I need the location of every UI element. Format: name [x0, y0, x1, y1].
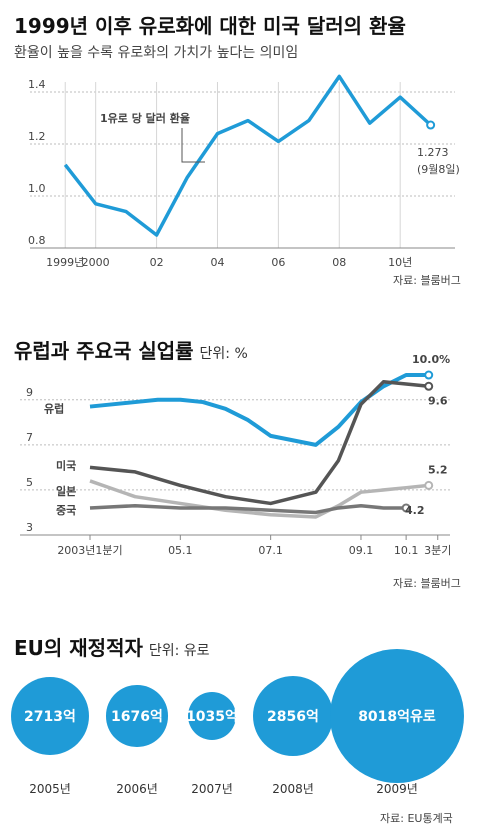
unemployment-end-label-0: 10.0%	[412, 353, 450, 366]
deficit-year-label-0: 2005년	[29, 782, 71, 796]
exchange-rate-end-point	[426, 120, 436, 130]
chart1-x-tick: 08	[332, 256, 346, 269]
chart1-title: 1999년 이후 유로화에 대한 미국 달러의 환율	[14, 14, 406, 38]
unemployment-end-point-3	[401, 503, 411, 513]
deficit-bubble-0: 2713억	[11, 677, 89, 755]
unemployment-end-point-2	[424, 480, 434, 490]
chart1-x-tick: 06	[271, 256, 285, 269]
deficit-bubble-2: 1035억	[186, 691, 238, 741]
unemployment-series-label-3: 중국	[56, 504, 76, 517]
chart1-source: 자료: 블룸버그	[393, 274, 461, 287]
deficit-bubble-1: 1676억	[106, 685, 168, 747]
chart1-subtitle: 환율이 높을 수록 유로화의 가치가 높다는 의미임	[14, 45, 299, 61]
chart1-y-tick: 0.8	[28, 234, 46, 247]
chart2-x-tick: 2003년1분기	[57, 544, 122, 557]
exchange-rate-series-label: 1유로 당 달러 환율	[100, 111, 190, 125]
chart2-y-tick: 7	[26, 431, 33, 444]
deficit-year-label-3: 2008년	[272, 782, 314, 796]
unemployment-end-label-3: 4.2	[405, 504, 425, 517]
chart1-y-tick: 1.0	[28, 182, 46, 195]
unemployment-end-label-1: 9.6	[428, 394, 448, 407]
chart2-y-tick: 3	[26, 521, 33, 534]
exchange-rate-end-value: 1.273	[417, 146, 449, 159]
chart2-x-tick: 09.1	[349, 544, 374, 557]
deficit-year-label-2: 2007년	[191, 782, 233, 796]
chart2-title-text: 유럽과 주요국 실업률	[14, 339, 194, 363]
unemployment-chart: 9 7 5 3 2003년1분기 05.1 07.1 09.1 10.1 3분기 유럽 10.0% 미국…	[20, 353, 451, 557]
chart1-y-tick: 1.4	[28, 78, 46, 91]
unemployment-end-point-1	[424, 381, 434, 391]
chart2-x-tick: 07.1	[258, 544, 283, 557]
unemployment-series-label-2: 일본	[56, 484, 76, 498]
deficit-year-label-1: 2006년	[116, 782, 158, 796]
unemployment-series-label-0: 유럽	[44, 402, 64, 416]
unemployment-line-3	[89, 503, 407, 515]
unemployment-line-2	[89, 479, 429, 519]
chart1-x-tick: 10년	[388, 256, 412, 269]
exchange-rate-leader-line	[181, 128, 205, 163]
chart2-source: 자료: 블룸버그	[393, 577, 461, 590]
exchange-rate-end-date: (9월8일)	[417, 162, 460, 176]
chart1-x-tick: 1999년	[46, 256, 84, 269]
chart2-title: 유럽과 주요국 실업률 단위: %	[14, 335, 248, 364]
chart2-unit: 단위: %	[199, 346, 248, 362]
chart3-unit: 단위: 유로	[148, 643, 210, 659]
unemployment-line-1	[89, 380, 429, 506]
chart1-x-tick: 04	[210, 256, 224, 269]
chart2-x-tick: 10.1	[394, 544, 419, 557]
chart3-source: 자료: EU통계국	[380, 812, 453, 825]
chart3-title: EU의 재정적자 단위: 유로	[14, 632, 210, 661]
chart2-y-tick: 9	[26, 386, 33, 399]
chart3-title-text: EU의 재정적자	[14, 636, 143, 660]
chart2-y-tick: 5	[26, 476, 33, 489]
chart1-x-tick: 02	[150, 256, 164, 269]
chart1-y-tick: 1.2	[28, 130, 46, 143]
chart2-x-tick: 05.1	[168, 544, 193, 557]
deficit-bubble-3: 2856억	[253, 676, 333, 756]
unemployment-end-label-2: 5.2	[428, 463, 448, 476]
unemployment-end-point-0	[424, 370, 434, 380]
unemployment-series-label-1: 미국	[56, 458, 76, 472]
chart2-x-tick: 3분기	[424, 544, 451, 557]
deficit-year-label-4: 2009년	[376, 782, 418, 796]
deficit-bubble-4: 8018억유로	[330, 649, 464, 783]
exchange-rate-line	[63, 74, 432, 237]
chart1-x-tick: 2000	[82, 256, 110, 269]
